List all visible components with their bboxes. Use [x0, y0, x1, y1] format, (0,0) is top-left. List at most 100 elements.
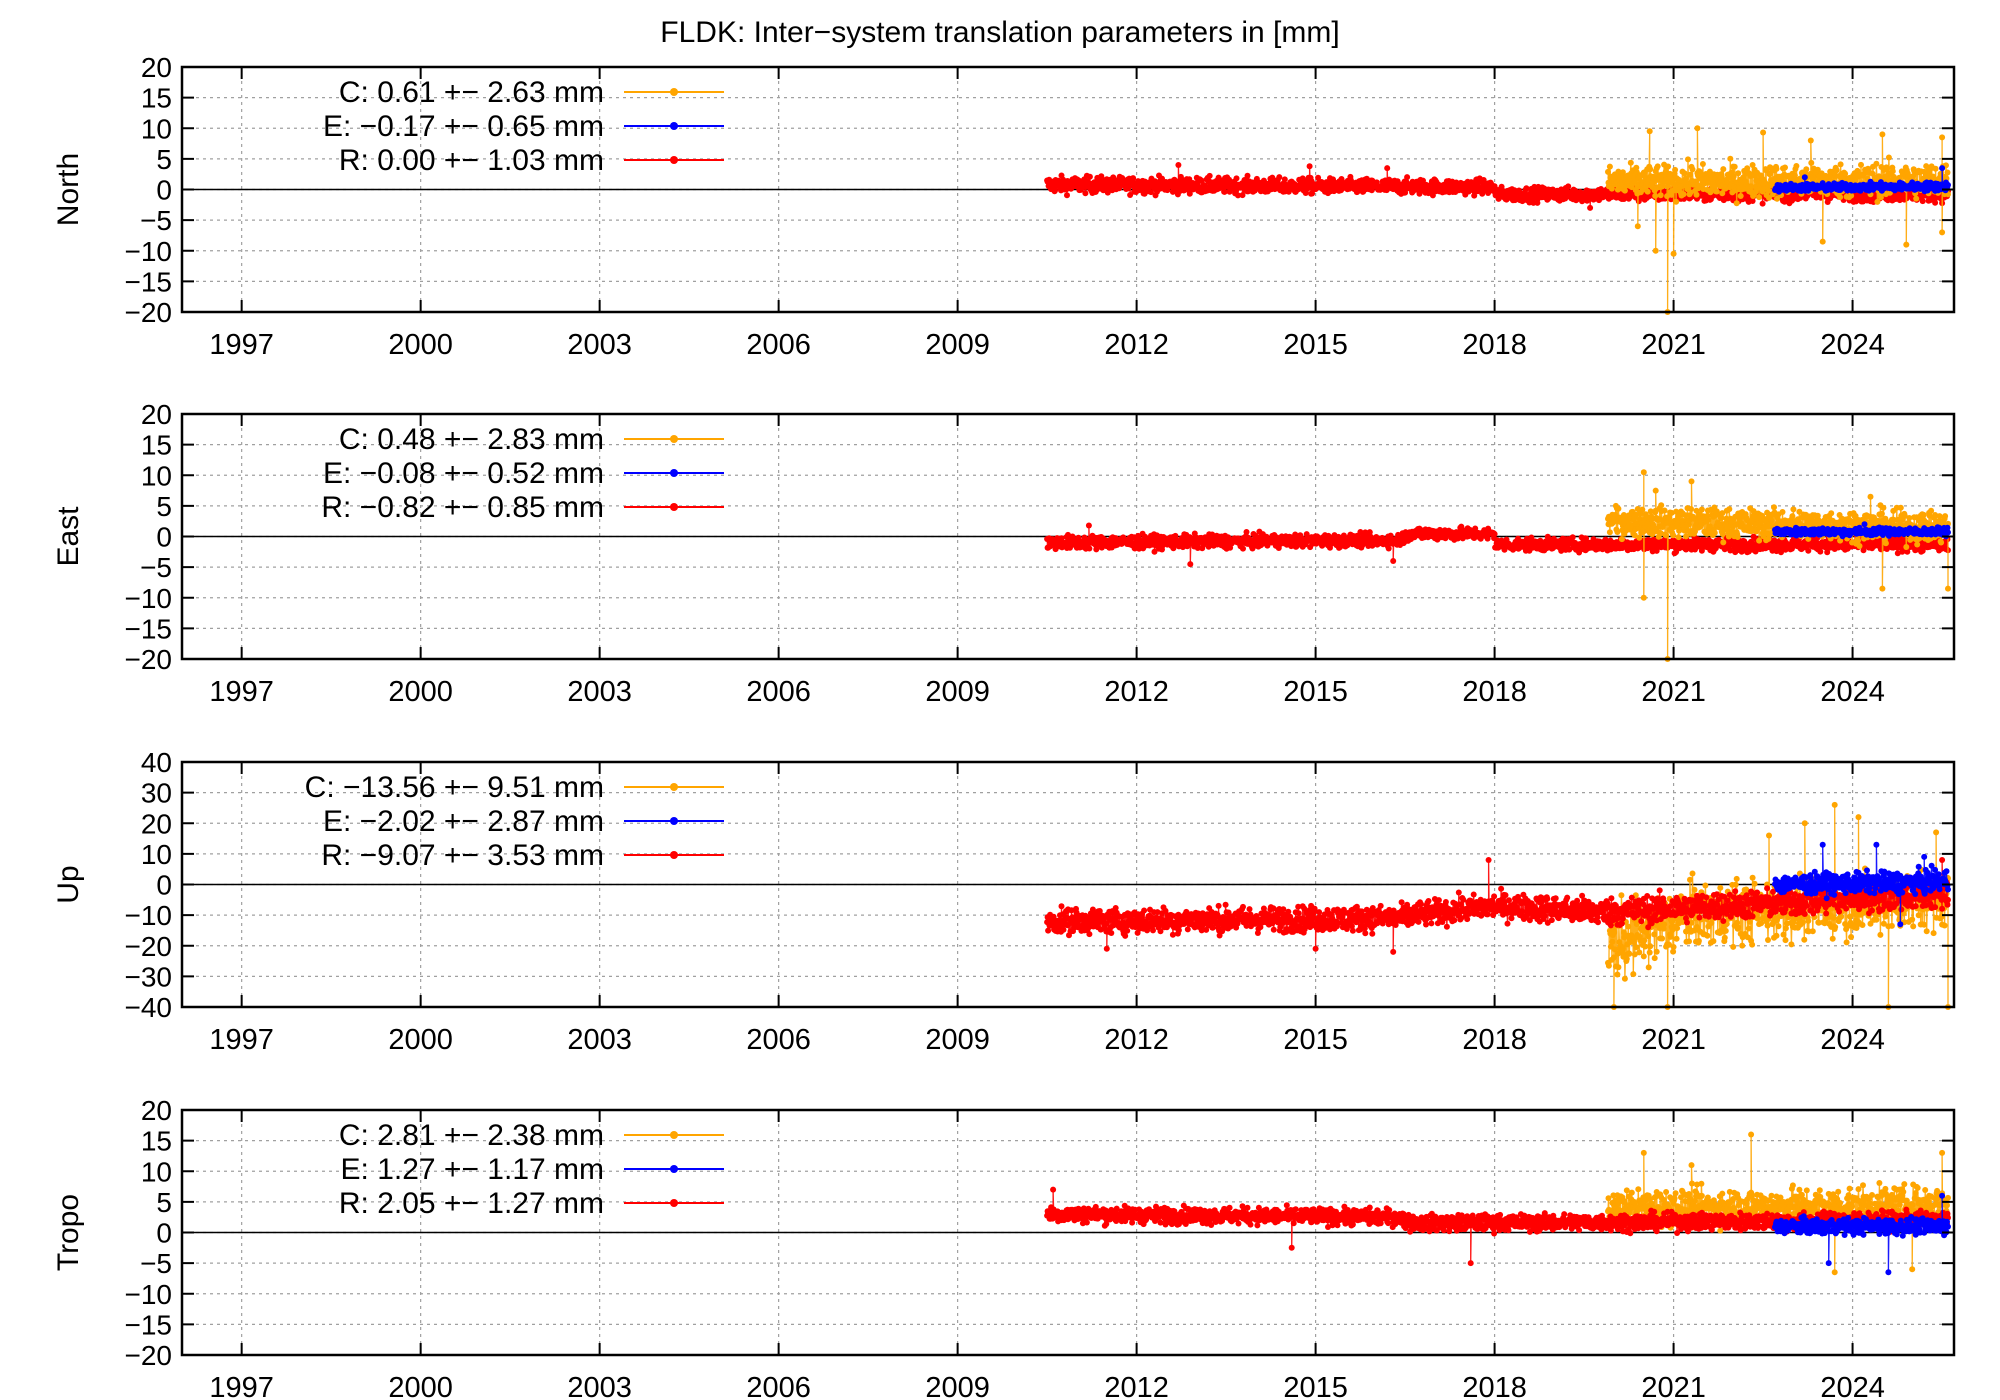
- data-point: [1805, 547, 1812, 554]
- data-point: [1873, 160, 1880, 167]
- data-point: [1384, 165, 1391, 172]
- data-point: [1759, 200, 1766, 207]
- data-point: [1663, 532, 1670, 539]
- legend-entry-R: R: 0.00 +− 1.03 mm: [339, 144, 604, 177]
- data-point: [1939, 134, 1946, 141]
- data-point: [1807, 137, 1814, 144]
- data-point: [1727, 155, 1734, 162]
- data-point: [1640, 594, 1647, 601]
- data-point: [1885, 154, 1892, 161]
- data-point: [1773, 165, 1780, 172]
- series-R: [1044, 162, 1951, 211]
- data-point: [1243, 529, 1250, 535]
- data-point: [1052, 187, 1059, 194]
- data-point: [1606, 529, 1613, 536]
- data-point: [1404, 174, 1411, 181]
- data-point: [1127, 192, 1134, 198]
- data-point: [1644, 188, 1651, 195]
- data-point: [1735, 170, 1742, 177]
- data-point: [1689, 166, 1696, 173]
- data-point: [1713, 188, 1720, 195]
- data-point: [1932, 165, 1939, 172]
- data-point: [1801, 174, 1808, 181]
- legend-marker-R: [670, 156, 678, 164]
- x-tick-label: 1997: [209, 329, 274, 361]
- legend: C: 0.61 +− 2.63 mmE: −0.17 +− 0.65 mmR: …: [323, 76, 724, 177]
- data-point: [1919, 198, 1926, 205]
- legend-entry-C: C: 0.61 +− 2.63 mm: [339, 76, 604, 109]
- x-tick-label: 2015: [1283, 329, 1348, 361]
- data-point: [1760, 129, 1767, 136]
- y-tick-label: 0: [156, 175, 172, 206]
- data-point: [1817, 548, 1824, 555]
- data-point: [1281, 176, 1288, 183]
- data-point: [1731, 163, 1738, 170]
- data-point: [1086, 545, 1093, 552]
- data-point: [1698, 506, 1705, 513]
- legend-marker-E: [670, 122, 678, 130]
- data-point: [1647, 166, 1654, 173]
- data-point: [1672, 166, 1679, 173]
- data-point: [1634, 223, 1641, 230]
- legend-entry-E: E: −0.17 +− 0.65 mm: [323, 110, 604, 143]
- series-C: [1605, 469, 1951, 662]
- data-point: [1665, 163, 1672, 170]
- data-point: [1793, 163, 1800, 169]
- data-point: [1198, 177, 1205, 184]
- data-point: [1803, 166, 1810, 173]
- x-tick-label: 2006: [746, 329, 811, 361]
- y-tick-label: −10: [125, 236, 173, 267]
- data-point: [1086, 173, 1093, 180]
- data-point: [1756, 194, 1763, 201]
- data-point: [1670, 250, 1677, 257]
- series-line-C: [1607, 472, 1949, 660]
- data-point: [1694, 125, 1701, 132]
- data-point: [1661, 507, 1668, 514]
- data-point: [1680, 191, 1687, 198]
- y-tick-label: 5: [156, 144, 172, 175]
- data-point: [1819, 238, 1826, 245]
- data-point: [1720, 166, 1727, 173]
- y-axis-label: North: [52, 153, 85, 226]
- data-point: [1673, 198, 1680, 205]
- data-point: [1621, 187, 1628, 194]
- data-point: [1833, 167, 1840, 174]
- y-tick-label: −5: [140, 205, 172, 236]
- data-point: [1670, 532, 1677, 539]
- data-point: [1657, 192, 1664, 199]
- data-point: [1187, 561, 1194, 568]
- data-point: [1675, 534, 1682, 541]
- y-tick-label: 10: [141, 113, 172, 144]
- data-point: [1064, 192, 1070, 199]
- data-point: [1889, 168, 1896, 175]
- data-point: [1687, 171, 1693, 178]
- data-point: [1646, 128, 1653, 135]
- data-point: [1587, 204, 1594, 211]
- y-tick-label: −15: [125, 266, 173, 297]
- data-point: [1879, 131, 1886, 138]
- data-point: [1842, 170, 1849, 177]
- data-point: [1733, 200, 1740, 207]
- data-point: [1932, 199, 1939, 206]
- x-tick-label: 2000: [388, 329, 453, 361]
- data-point: [1627, 159, 1634, 166]
- data-point: [1903, 241, 1910, 248]
- data-point: [1618, 536, 1625, 543]
- x-tick-label: 2021: [1641, 329, 1706, 361]
- data-point: [1390, 558, 1397, 564]
- data-point: [1615, 505, 1622, 512]
- y-tick-label: 20: [141, 52, 172, 83]
- y-tick-label: 15: [141, 83, 172, 114]
- data-point: [1565, 183, 1572, 190]
- data-point: [1688, 478, 1695, 485]
- data-point: [1652, 487, 1659, 494]
- data-point: [1737, 193, 1744, 199]
- data-point: [1808, 159, 1815, 166]
- data-point: [1858, 161, 1864, 168]
- data-point: [1654, 163, 1661, 170]
- data-point: [1569, 534, 1576, 541]
- data-point: [1688, 506, 1694, 512]
- data-point: [1939, 165, 1946, 172]
